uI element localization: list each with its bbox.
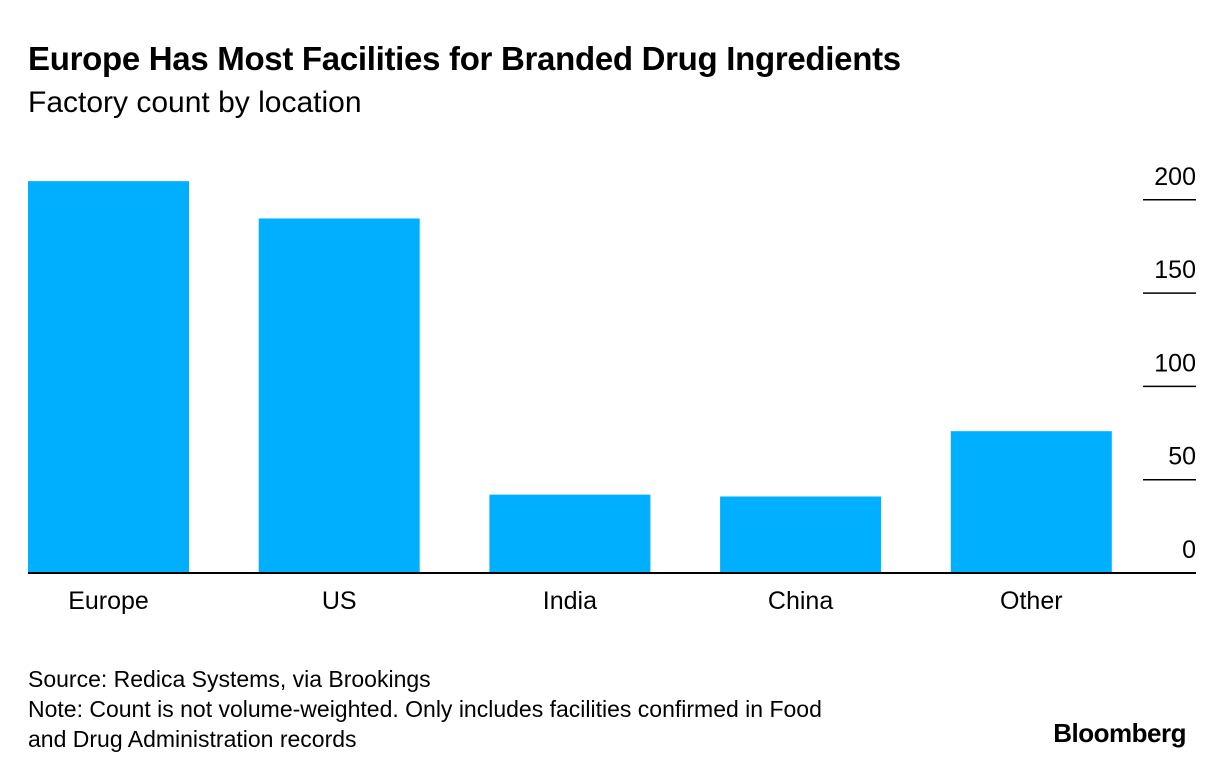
bar-other — [950, 431, 1112, 573]
x-category-label: US — [322, 587, 357, 615]
y-tick-label: 50 — [1168, 443, 1196, 471]
bar-us — [258, 218, 420, 573]
y-tick-label: 150 — [1154, 256, 1196, 284]
note-line-2: and Drug Administration records — [28, 726, 357, 752]
x-category-label: Europe — [68, 587, 149, 615]
y-tick-label: 200 — [1154, 163, 1196, 191]
chart-title: Europe Has Most Facilities for Branded D… — [28, 40, 901, 77]
bar-china — [720, 496, 882, 573]
bar-india — [489, 494, 651, 573]
x-category-label: China — [768, 587, 833, 615]
bar-europe — [28, 181, 189, 573]
note-line-1: Note: Count is not volume-weighted. Only… — [28, 696, 822, 722]
chart-subtitle: Factory count by location — [28, 86, 362, 119]
source-note: Source: Redica Systems, via Brookings — [28, 666, 431, 692]
chart-footer: Source: Redica Systems, via Brookings No… — [28, 664, 988, 754]
y-tick-label: 0 — [1182, 536, 1196, 564]
y-tick-label: 100 — [1154, 349, 1196, 377]
x-category-label: Other — [1000, 587, 1063, 615]
x-category-label: India — [543, 587, 597, 615]
bloomberg-logo: Bloomberg — [1053, 718, 1186, 748]
